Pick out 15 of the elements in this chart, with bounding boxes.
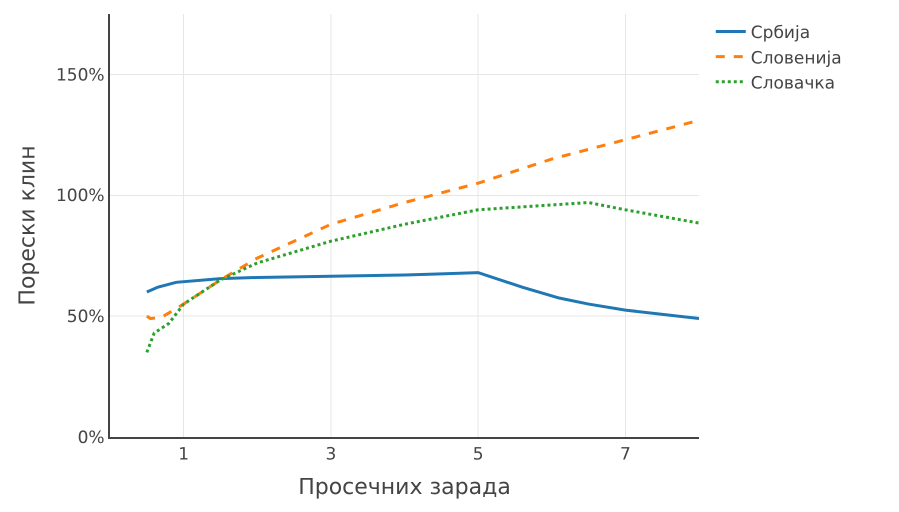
x-tick-label: 1 [178,444,190,464]
line-series [145,201,699,354]
x-tick-label: 7 [620,444,631,464]
line-series [145,271,699,320]
x-tick-label: 3 [325,444,336,464]
y-tick-label: 100% [56,186,105,206]
x-axis-title: Просечних зарада [298,474,511,500]
y-tick-label: 0% [78,428,105,448]
x-tick-label: 5 [472,444,484,464]
y-tick-label: 150% [56,65,105,86]
y-tick-label: 50% [66,307,105,328]
legend-label: Словачка [750,73,836,94]
legend-label: Србија [750,23,810,44]
legend-label: Словенија [750,48,842,68]
y-axis-title: Порески клин [15,145,40,306]
